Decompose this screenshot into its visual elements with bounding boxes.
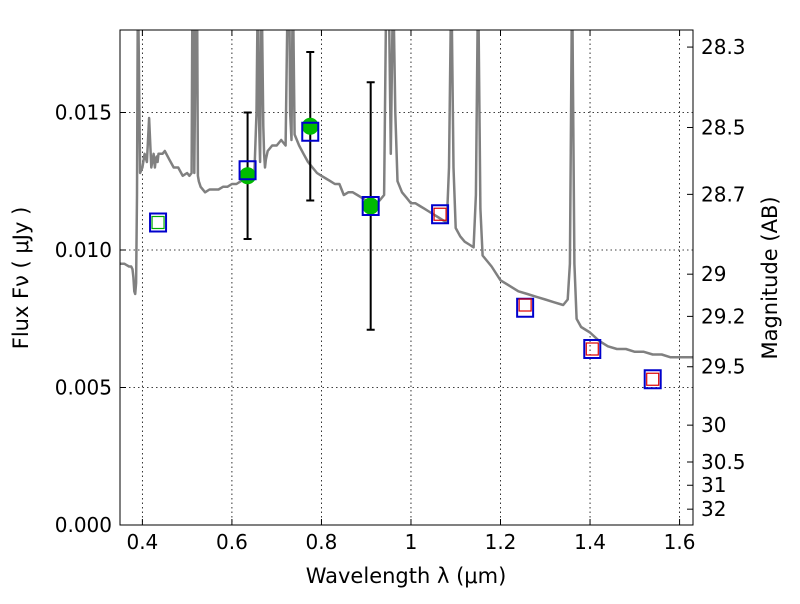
y-tick-label: 0.010 [55,238,112,262]
model-point [149,212,168,233]
y-axis: 0.000 0.005 0.010 0.015 [55,101,126,537]
model-point [583,339,602,359]
y2-tick-label: 28.7 [701,182,746,206]
y-axis-label: Flux Fν ( μJy ) [9,207,33,350]
inner-square-point [433,207,447,221]
inner-square-point [518,298,532,312]
model-point [238,160,257,181]
x-tick-label: 1.4 [574,530,606,554]
y2-tick-label: 29.5 [701,355,746,379]
observed-point [239,167,257,185]
y2-tick-label: 28.5 [701,115,746,139]
y-tick-label: 0.015 [55,101,112,125]
y2-tick-label: 32 [701,497,726,521]
observed-point [362,197,380,215]
x-tick-label: 0.4 [126,530,158,554]
y2-tick-label: 31 [701,473,726,497]
y2-tick-label: 29.2 [701,304,746,328]
y-tick-label: 0.005 [55,376,112,400]
y2-tick-label: 30.5 [701,450,746,474]
x-tick-label: 1 [405,530,418,554]
model-point [361,196,380,216]
y2-tick-label: 30 [701,413,726,437]
inner-square-point [646,372,660,386]
grid [120,30,693,526]
y2-tick-label: 28.3 [701,35,746,59]
y2-axis-label: Magnitude (AB) [758,196,782,359]
inner-square-point [151,215,165,230]
plot-area [120,30,693,390]
y-tick-label: 0.000 [55,513,112,537]
x-tick-label: 1.2 [485,530,517,554]
x-axis-label: Wavelength λ (μm) [306,564,507,588]
model-point [301,121,320,142]
observed-point [301,117,319,135]
spectrum-line [120,30,693,359]
x-tick-label: 0.6 [216,530,248,554]
x-axis: 0.4 0.6 0.8 1 1.2 1.4 1.6 [126,30,695,554]
plot-frame [119,29,694,526]
x-tick-label: 0.8 [306,530,338,554]
model-point [643,369,662,390]
y2-tick-label: 29 [701,262,726,286]
model-point [431,204,450,225]
x-tick-label: 1.6 [664,530,696,554]
inner-square-point [585,342,599,356]
